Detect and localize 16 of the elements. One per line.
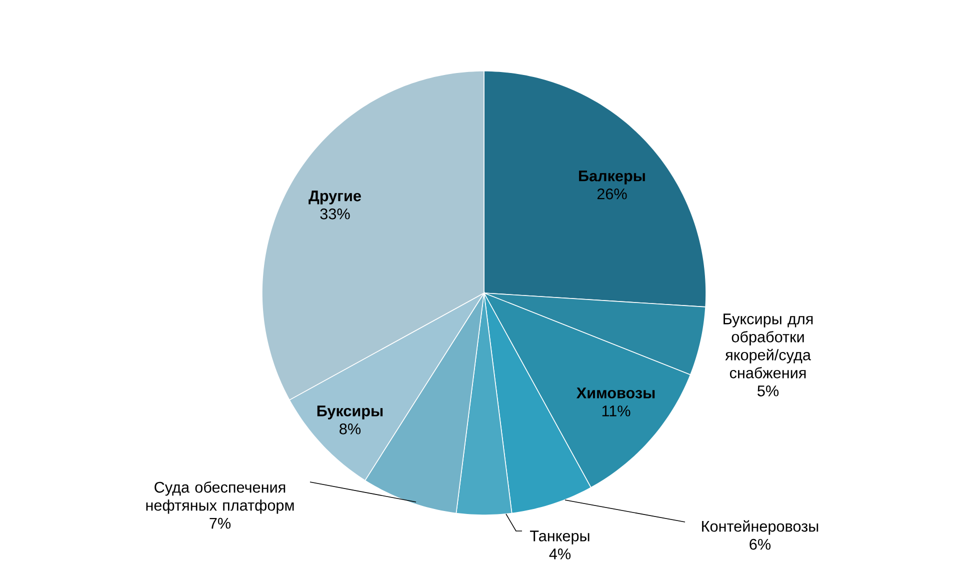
slice-label: Другие: [308, 190, 361, 204]
data-label: 33%: [320, 208, 350, 220]
slice-label: Танкеры: [530, 530, 590, 544]
data-label: 7%: [210, 518, 231, 529]
data-label: 5%: [758, 386, 779, 396]
slice-label: Буксиры для обработки якорей/суда снабжения: [724, 314, 813, 378]
data-label: 6%: [750, 538, 771, 550]
data-label: 8%: [340, 423, 361, 434]
slice-label: Суда обеспечения нефтяных платформ: [146, 481, 294, 514]
slice-label: Балкеры: [579, 170, 645, 184]
data-label: 26%: [597, 188, 627, 200]
slice-label: Контейнеровозы: [702, 520, 818, 535]
data-label: 11%: [602, 406, 630, 416]
slice-label: Химовозы: [576, 388, 655, 398]
slice-label: Буксиры: [317, 406, 383, 420]
data-label: 4%: [549, 548, 571, 560]
